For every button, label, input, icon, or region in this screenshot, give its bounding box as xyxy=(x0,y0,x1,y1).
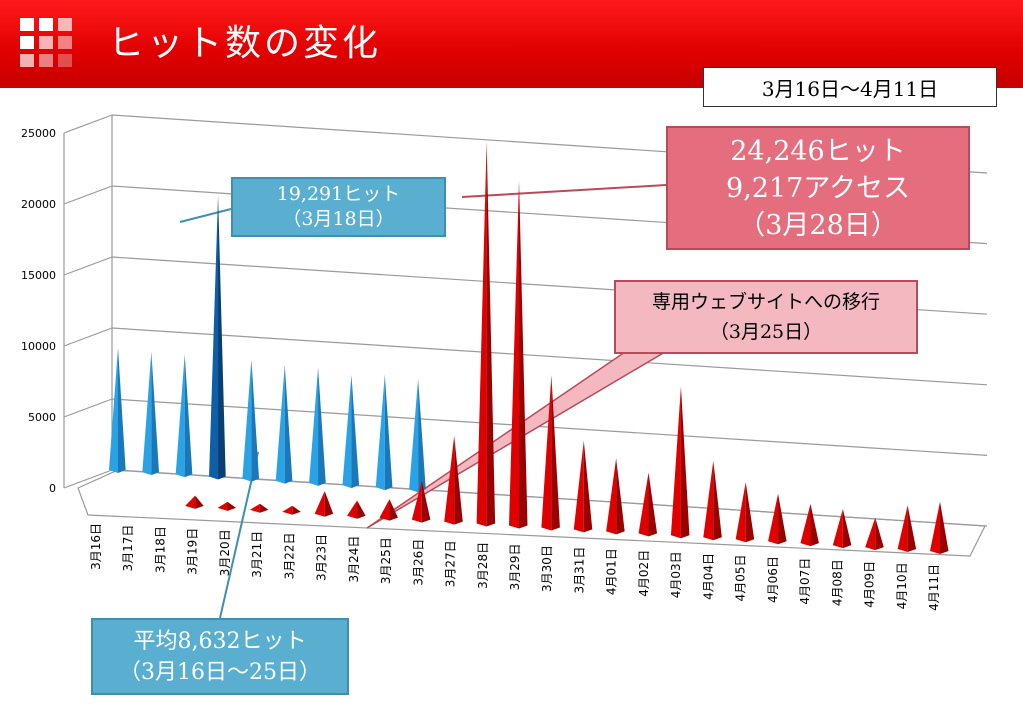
bar-series2-24 xyxy=(865,517,884,551)
x-tick-label: 3月24日 xyxy=(347,536,361,583)
y-tick-label: 10000 xyxy=(21,340,56,353)
callout-site-move-date: （3月25日） xyxy=(709,321,823,343)
x-tick-label: 4月06日 xyxy=(766,556,780,603)
grid-line-side xyxy=(63,327,113,347)
x-tick-label: 4月05日 xyxy=(734,555,748,602)
bar-series2-26 xyxy=(930,501,949,554)
callout-peak-0328-hits: 24,246ヒット xyxy=(730,135,906,167)
callout-peak-0318-hits: 19,291ヒット xyxy=(276,183,401,205)
x-tick-label: 3月17日 xyxy=(121,525,135,572)
grid-line-side xyxy=(63,469,113,489)
header-divider xyxy=(0,86,1023,88)
callout-peak-0318: 19,291ヒット （3月18日） xyxy=(231,177,446,237)
bar-series2-17 xyxy=(638,472,658,537)
bar-series2-14 xyxy=(541,375,560,531)
bar-series1-6 xyxy=(309,367,326,486)
callout-average-hits: 平均8,632ヒット xyxy=(133,628,307,654)
x-tick-label: 3月28日 xyxy=(476,542,490,589)
bar-series2-4 xyxy=(217,501,237,511)
bar-series2-15 xyxy=(573,440,593,533)
x-tick-label: 3月23日 xyxy=(315,534,329,581)
x-tick-label: 4月10日 xyxy=(895,562,909,609)
leader-peak-0328 xyxy=(461,184,667,198)
x-tick-label: 4月11日 xyxy=(927,564,941,611)
grid-line-side xyxy=(63,185,113,205)
date-range-box: 3月16日～4月11日 xyxy=(703,67,997,107)
bar-series2-12 xyxy=(476,141,496,527)
bar-series1-0 xyxy=(109,347,126,473)
bar-series1-4 xyxy=(242,359,260,482)
callout-site-move: 専用ウェブサイトへの移行 （3月25日） xyxy=(614,280,918,354)
bar-series1-2 xyxy=(175,354,193,478)
x-tick-label: 4月07日 xyxy=(798,558,812,605)
callout-peak-0328-date: （3月28日） xyxy=(738,209,898,241)
bar-series2-3 xyxy=(185,495,204,509)
bar-series1-1 xyxy=(142,351,159,476)
x-tick-label: 4月02日 xyxy=(637,550,651,597)
bar-series1-9 xyxy=(409,378,426,493)
y-tick-label: 15000 xyxy=(21,269,56,282)
x-tick-label: 3月29日 xyxy=(508,544,522,591)
x-tick-label: 3月31日 xyxy=(572,547,586,594)
grid-line-side xyxy=(63,114,113,134)
y-tick-label: 0 xyxy=(49,482,56,495)
bar-series2-6 xyxy=(282,505,301,515)
x-tick-label: 3月19日 xyxy=(186,528,200,575)
callout-average-range: （3月16日～25日） xyxy=(119,659,321,685)
grid-line-side xyxy=(63,256,113,276)
x-tick-label: 3月18日 xyxy=(153,526,167,573)
callout-peak-0328: 24,246ヒット 9,217アクセス （3月28日） xyxy=(666,126,970,250)
x-tick-label: 3月20日 xyxy=(218,529,232,576)
bar-series2-10 xyxy=(411,480,431,523)
x-tick-label: 4月01日 xyxy=(605,548,619,595)
x-tick-label: 3月16日 xyxy=(89,523,103,570)
x-tick-label: 3月27日 xyxy=(444,540,458,587)
bar-series2-11 xyxy=(444,435,463,525)
bar-series1-8 xyxy=(375,374,393,491)
x-tick-label: 3月22日 xyxy=(282,532,296,579)
bar-series2-5 xyxy=(249,503,269,513)
bar-series1-3 xyxy=(209,194,226,480)
x-tick-label: 4月04日 xyxy=(701,553,715,600)
leader-peak-0318 xyxy=(179,208,232,223)
bar-series2-7 xyxy=(314,491,334,517)
x-tick-label: 3月25日 xyxy=(379,537,393,584)
callout-average: 平均8,632ヒット （3月16日～25日） xyxy=(91,618,349,695)
y-tick-label: 5000 xyxy=(28,411,56,424)
x-tick-label: 4月03日 xyxy=(669,551,683,598)
y-tick-label: 20000 xyxy=(21,198,56,211)
callout-peak-0328-access: 9,217アクセス xyxy=(726,172,910,204)
bar-series2-16 xyxy=(606,458,625,535)
bar-series2-23 xyxy=(832,508,852,549)
y-tick-label: 25000 xyxy=(21,127,56,140)
floor-outline xyxy=(77,469,986,557)
bar-series2-8 xyxy=(347,500,366,519)
bar-series1-7 xyxy=(342,374,360,489)
bar-series2-9 xyxy=(379,499,398,521)
page-title: ヒット数の変化 xyxy=(108,23,382,64)
x-tick-label: 3月21日 xyxy=(250,531,264,578)
grid-logo-icon xyxy=(20,18,76,68)
x-tick-label: 3月26日 xyxy=(411,539,425,586)
callout-site-move-text: 専用ウェブサイトへの移行 xyxy=(651,291,880,313)
bar-series2-20 xyxy=(735,482,755,543)
bar-series2-21 xyxy=(768,493,787,545)
x-tick-label: 3月30日 xyxy=(540,545,554,592)
bar-series2-25 xyxy=(897,505,917,553)
x-tick-label: 4月09日 xyxy=(863,561,877,608)
bar-series2-19 xyxy=(703,460,722,541)
bar-series2-13 xyxy=(509,180,528,529)
callout-peak-0318-date: （3月18日） xyxy=(282,208,395,230)
grid-line xyxy=(111,327,988,386)
header-bar: ヒット数の変化 xyxy=(0,0,1023,88)
bar-series1-5 xyxy=(275,364,293,484)
x-tick-label: 4月08日 xyxy=(830,559,844,606)
bar-series2-22 xyxy=(800,503,819,547)
bar-series2-18 xyxy=(670,386,690,539)
grid-line-side xyxy=(63,398,113,418)
